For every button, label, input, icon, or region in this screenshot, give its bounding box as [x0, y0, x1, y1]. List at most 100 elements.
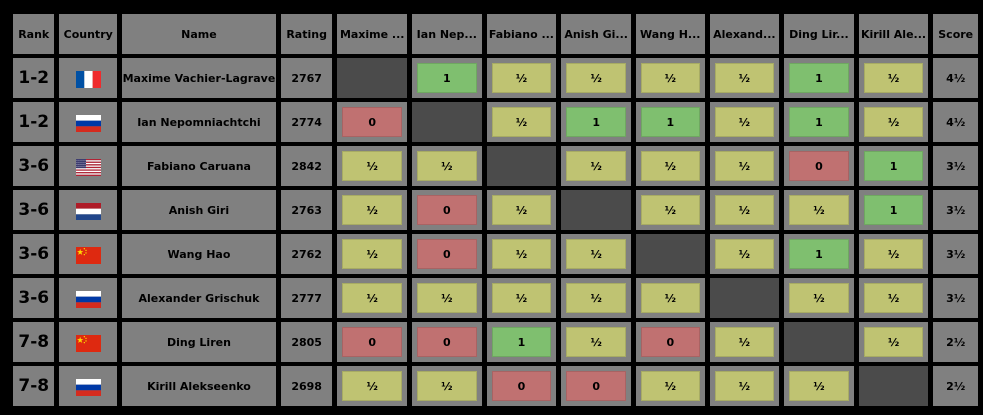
self-cell	[784, 322, 854, 362]
score-cell: 3½	[933, 190, 978, 230]
result-draw: ½	[863, 327, 924, 357]
header-name: Name	[122, 14, 276, 54]
result-cell: 1	[858, 190, 929, 230]
result-cell: 1	[561, 102, 631, 142]
result-draw: ½	[640, 283, 700, 313]
russia-flag-icon	[75, 378, 101, 396]
table-row: 3-6 Anish Giri 2763 ½ 0 ½ ½ ½ ½ 1 3½	[13, 190, 978, 230]
country-cell	[59, 102, 117, 142]
score-cell: 4½	[933, 58, 978, 98]
rating-cell: 2767	[280, 58, 333, 98]
result-loss: 0	[491, 371, 552, 401]
result-draw: ½	[417, 151, 477, 181]
result-draw: ½	[863, 63, 924, 93]
player-name[interactable]: Fabiano Caruana	[122, 146, 276, 186]
country-cell	[59, 190, 117, 230]
result-draw: ½	[417, 283, 477, 313]
country-cell	[59, 278, 117, 318]
result-loss: 0	[640, 327, 700, 357]
table-row: 7-8 Ding Liren 2805 0 0 1 ½ 0 ½ ½ 2½	[13, 322, 978, 362]
result-cell: 0	[337, 102, 408, 142]
result-cell: ½	[709, 102, 780, 142]
result-draw: ½	[863, 283, 924, 313]
result-cell: ½	[858, 102, 929, 142]
self-cell	[486, 146, 557, 186]
player-name[interactable]: Alexander Grischuk	[122, 278, 276, 318]
rank-cell: 3-6	[13, 146, 55, 186]
rating-cell: 2777	[280, 278, 333, 318]
result-cell: 1	[784, 234, 854, 274]
result-draw: ½	[714, 195, 775, 225]
result-win: 1	[789, 107, 849, 137]
rank-cell: 3-6	[13, 278, 55, 318]
result-draw: ½	[714, 151, 775, 181]
header-score: Score	[933, 14, 978, 54]
result-cell: ½	[709, 322, 780, 362]
rating-cell: 2842	[280, 146, 333, 186]
result-cell: 1	[858, 146, 929, 186]
rank-cell: 1-2	[13, 102, 55, 142]
france-flag-icon	[75, 70, 101, 88]
header-rank: Rank	[13, 14, 55, 54]
player-name[interactable]: Ding Liren	[122, 322, 276, 362]
result-cell: 0	[412, 190, 482, 230]
netherlands-flag-icon	[75, 202, 101, 220]
header-opponent: Ding Lir...	[784, 14, 854, 54]
result-draw: ½	[714, 63, 775, 93]
result-win: 1	[863, 151, 924, 181]
result-loss: 0	[789, 151, 849, 181]
result-draw: ½	[640, 195, 700, 225]
china-flag-icon	[75, 246, 101, 264]
result-cell: ½	[784, 190, 854, 230]
result-cell: ½	[858, 58, 929, 98]
result-cell: ½	[635, 58, 705, 98]
table-row: 3-6 Fabiano Caruana 2842 ½ ½ ½ ½ ½ 0 1 3½	[13, 146, 978, 186]
rating-cell: 2805	[280, 322, 333, 362]
header-row: Rank Country Name Rating Maxime ... Ian …	[13, 14, 978, 54]
player-name[interactable]: Anish Giri	[122, 190, 276, 230]
result-cell: ½	[635, 278, 705, 318]
result-loss: 0	[417, 327, 477, 357]
result-cell: 0	[412, 234, 482, 274]
header-opponent: Anish Gi...	[561, 14, 631, 54]
result-cell: ½	[635, 146, 705, 186]
result-draw: ½	[342, 371, 403, 401]
result-draw: ½	[342, 283, 403, 313]
player-name[interactable]: Kirill Alekseenko	[122, 366, 276, 406]
table-row: 7-8 Kirill Alekseenko 2698 ½ ½ 0 0 ½ ½ ½ 2½	[13, 366, 978, 406]
result-draw: ½	[714, 107, 775, 137]
player-name[interactable]: Maxime Vachier-Lagrave	[122, 58, 276, 98]
result-draw: ½	[566, 63, 626, 93]
result-cell: 1	[784, 102, 854, 142]
result-draw: ½	[491, 63, 552, 93]
country-cell	[59, 322, 117, 362]
player-name[interactable]: Wang Hao	[122, 234, 276, 274]
result-cell: ½	[486, 278, 557, 318]
country-cell	[59, 146, 117, 186]
result-cell: 0	[635, 322, 705, 362]
header-opponent: Fabiano ...	[486, 14, 557, 54]
player-name[interactable]: Ian Nepomniachtchi	[122, 102, 276, 142]
result-draw: ½	[491, 107, 552, 137]
result-win: 1	[789, 239, 849, 269]
self-cell	[337, 58, 408, 98]
result-loss: 0	[417, 239, 477, 269]
result-cell: 1	[486, 322, 557, 362]
result-draw: ½	[640, 63, 700, 93]
result-draw: ½	[566, 151, 626, 181]
table-row: 3-6 Wang Hao 2762 ½ 0 ½ ½ ½ 1 ½ 3½	[13, 234, 978, 274]
result-draw: ½	[714, 327, 775, 357]
result-cell: ½	[561, 234, 631, 274]
result-draw: ½	[417, 371, 477, 401]
china-flag-icon	[75, 334, 101, 352]
result-win: 1	[417, 63, 477, 93]
result-draw: ½	[491, 239, 552, 269]
result-cell: ½	[337, 146, 408, 186]
table-row: 3-6 Alexander Grischuk 2777 ½ ½ ½ ½ ½ ½ ½ 3½	[13, 278, 978, 318]
rating-cell: 2698	[280, 366, 333, 406]
result-cell: 0	[337, 322, 408, 362]
score-cell: 3½	[933, 234, 978, 274]
result-draw: ½	[566, 327, 626, 357]
header-country: Country	[59, 14, 117, 54]
result-loss: 0	[417, 195, 477, 225]
